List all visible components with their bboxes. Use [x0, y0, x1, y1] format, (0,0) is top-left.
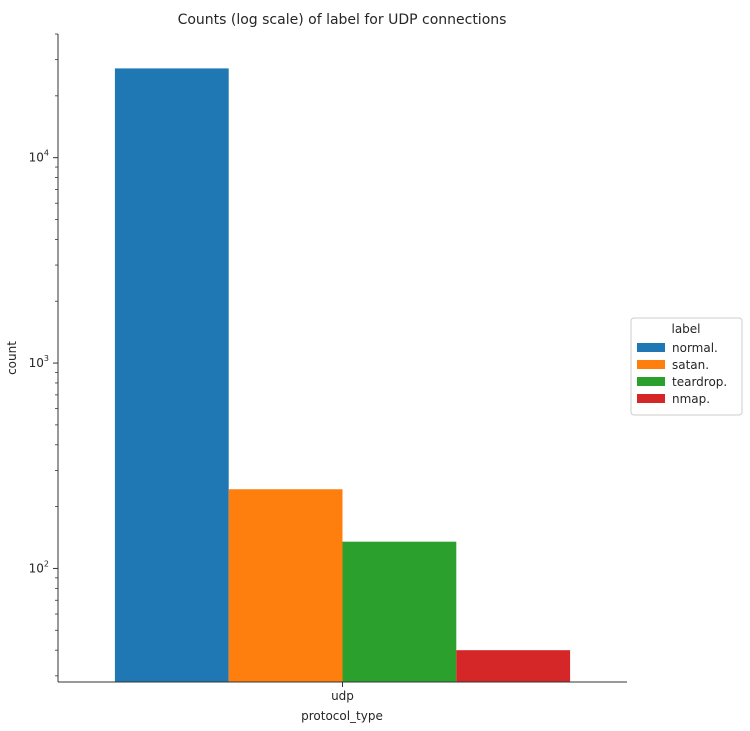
bar-teardrop: [342, 541, 457, 682]
legend-swatch: [637, 394, 665, 403]
chart-title: Counts (log scale) of label for UDP conn…: [178, 12, 507, 28]
legend-swatch: [637, 343, 665, 352]
bar-satan: [228, 489, 343, 682]
y-axis-label: count: [5, 341, 19, 375]
bar-normal: [114, 68, 229, 682]
legend-title: label: [671, 322, 700, 336]
legend-swatch: [637, 360, 665, 369]
legend-items: normal. satan. teardrop. nmap.: [637, 341, 727, 406]
y-tick-label: 104: [29, 149, 49, 165]
bars-group: [114, 68, 571, 682]
legend: label normal. satan. teardrop. nmap.: [630, 317, 743, 416]
bar-nmap: [456, 650, 571, 682]
legend-label: teardrop.: [672, 375, 727, 389]
x-axis-label: protocol_type: [301, 709, 383, 723]
legend-box: [630, 317, 743, 416]
y-tick-label: 103: [29, 354, 49, 370]
legend-label: satan.: [672, 358, 709, 372]
legend-label: nmap.: [672, 392, 710, 406]
x-axis-ticks: udp: [331, 682, 354, 703]
legend-label: normal.: [672, 341, 718, 355]
y-axis-ticks: 102 103 104: [29, 33, 58, 677]
x-tick-label: udp: [331, 689, 354, 703]
y-tick-label: 102: [29, 559, 49, 575]
legend-swatch: [637, 377, 665, 386]
